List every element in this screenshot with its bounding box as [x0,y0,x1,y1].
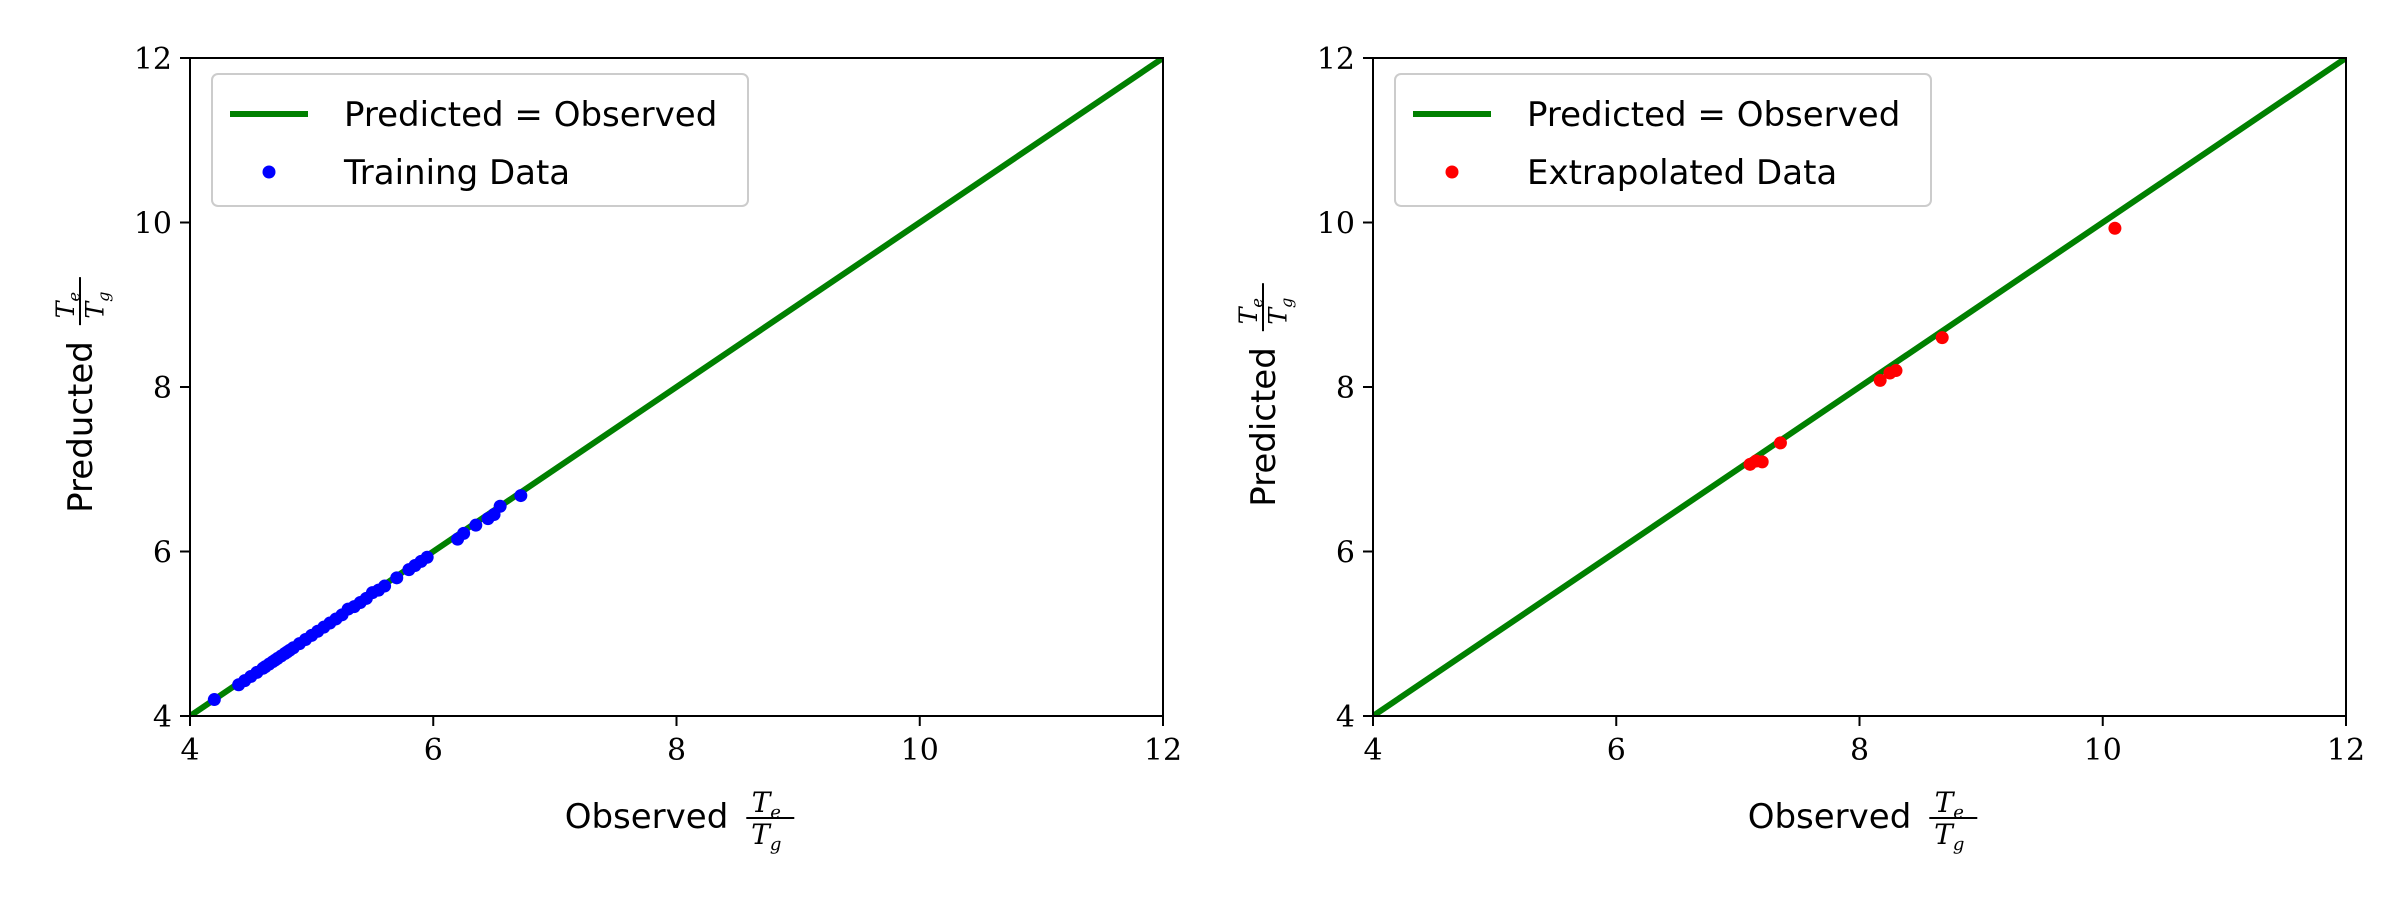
fraction-denominator: Tg [1934,818,1964,855]
y-tick-label: 10 [134,207,172,242]
data-point [1889,364,1903,378]
data-point [1935,331,1949,345]
x-tick-label: 8 [667,733,686,768]
legend-entry-label: Extrapolated Data [1527,153,1837,193]
data-point [1755,455,1769,469]
x-tick-label: 4 [1363,733,1382,768]
x-tick-label: 12 [1144,733,1182,768]
x-tick-label: 10 [2084,733,2122,768]
axes-frame [189,57,1164,717]
y-tick-label: 12 [134,42,172,77]
data-point [390,571,404,585]
fraction-denominator: Tg [80,292,112,319]
y-tick-label: 6 [153,536,172,571]
fraction-numerator: Te [1234,298,1266,324]
legend-entry-label: Training Data [343,153,570,193]
legend-entry-label: Predicted = Observed [1527,95,1900,135]
legend-entry-label: Predicted = Observed [344,95,717,135]
fraction-numerator: Te [1935,786,1964,823]
x-axis-label: Observed [565,797,729,837]
x-tick-label: 10 [901,733,939,768]
x-tick-label: 8 [1850,733,1869,768]
axes-frame [1372,57,2347,717]
plot-area [1373,58,2346,716]
legend-box [211,73,749,207]
data-point [420,550,434,564]
y-axis-label: Preducted [61,341,101,513]
x-tick-label: 4 [180,733,199,768]
x-tick-label: 6 [424,733,443,768]
legend-box [1394,73,1932,207]
data-point [1873,373,1887,387]
data-point [514,489,528,503]
data-point [378,579,392,593]
y-axis-label: Predicted [1244,347,1284,507]
y-tick-label: 12 [1317,42,1355,77]
y-tick-label: 8 [153,371,172,406]
x-tick-label: 12 [2327,733,2365,768]
series-line-predicted-equals-observed [1373,58,2346,716]
y-tick-label: 4 [1336,700,1355,735]
y-tick-label: 6 [1336,536,1355,571]
data-point [207,693,221,707]
y-tick-label: 8 [1336,371,1355,406]
data-point [1773,436,1787,450]
y-tick-label: 4 [153,700,172,735]
data-point [457,526,471,540]
legend-marker-swatch [1445,165,1459,179]
fraction-denominator: Tg [1263,298,1295,325]
fraction-numerator: Te [752,786,781,823]
x-tick-label: 6 [1607,733,1626,768]
data-point [469,518,483,532]
plot-area [190,58,1163,716]
fraction-numerator: Te [51,292,83,318]
legend-marker-swatch [262,165,276,179]
fraction-denominator: Tg [751,818,781,855]
y-tick-label: 10 [1317,207,1355,242]
x-axis-label: Observed [1748,797,1912,837]
data-point [2108,221,2122,235]
data-point [493,499,507,513]
